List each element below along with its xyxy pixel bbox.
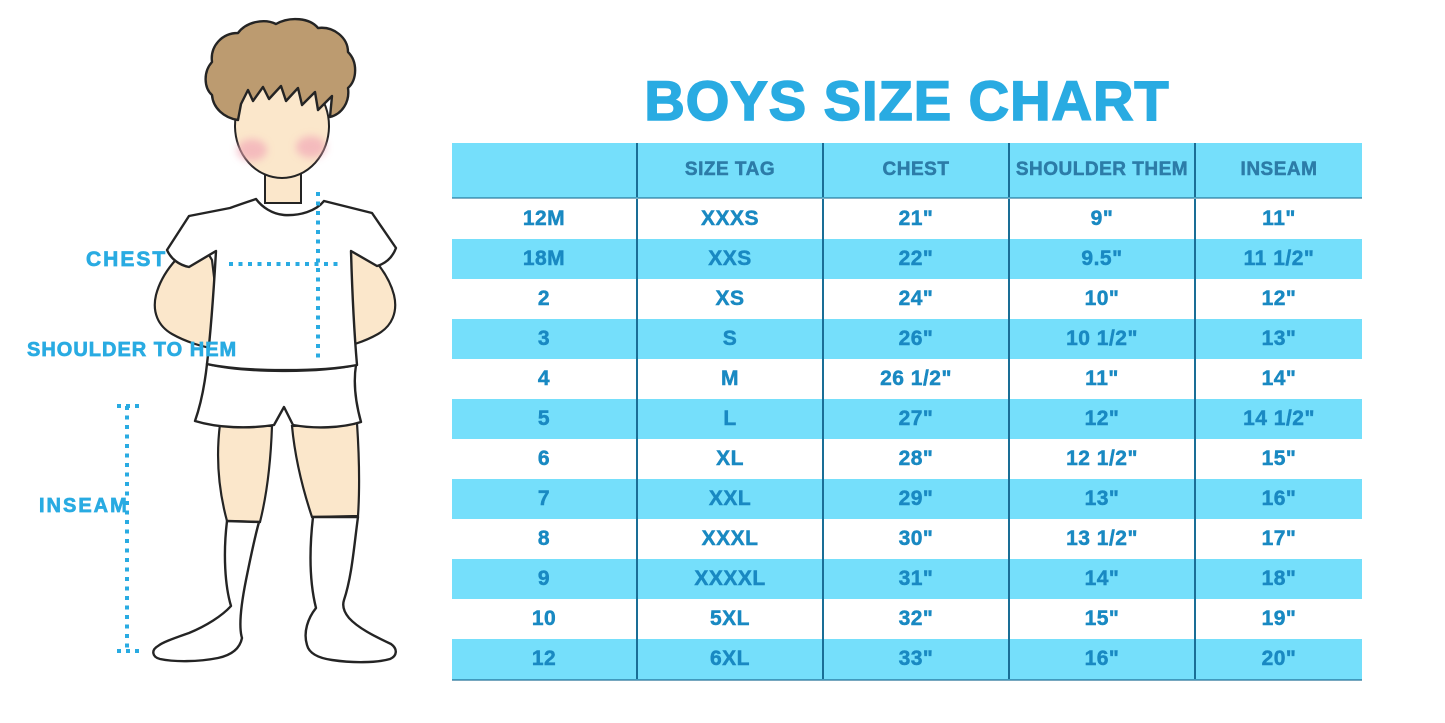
cell-chest: 32" — [822, 599, 1009, 639]
cell-chest: 26 1/2" — [822, 359, 1009, 399]
size-row-18m: 18M XXS 22" 9.5" 11 1/2" — [452, 239, 1362, 279]
header-row: SIZE TAG CHEST SHOULDER THEM INSEAM — [452, 143, 1362, 199]
cell-shoulder-hem: 16" — [1008, 639, 1195, 681]
size-row-6: 6 XL 28" 12 1/2" 15" — [452, 439, 1362, 479]
cell-inseam: 12" — [1194, 279, 1362, 319]
cell-size-tag: L — [636, 399, 823, 439]
cell-size-tag: XXS — [636, 239, 823, 279]
cell-inseam: 11" — [1194, 198, 1362, 239]
cell-chest: 31" — [822, 559, 1009, 599]
size-row-2: 2 XS 24" 10" 12" — [452, 279, 1362, 319]
cell-inseam: 15" — [1194, 439, 1362, 479]
chest-label: CHEST — [86, 248, 168, 272]
size-label: 8 — [452, 519, 637, 559]
cell-inseam: 20" — [1194, 639, 1362, 681]
cell-shoulder-hem: 12" — [1008, 399, 1195, 439]
cell-size-tag: 6XL — [636, 639, 823, 681]
cell-inseam: 13" — [1194, 319, 1362, 359]
cell-chest: 30" — [822, 519, 1009, 559]
right-leg — [290, 421, 361, 519]
column-header-chest: CHEST — [822, 143, 1009, 199]
cell-shoulder-hem: 10" — [1008, 279, 1195, 319]
right-sock — [304, 515, 397, 664]
size-label: 4 — [452, 359, 637, 399]
cell-chest: 24" — [822, 279, 1009, 319]
size-row-10: 10 5XL 32" 15" 19" — [452, 599, 1362, 639]
cell-size-tag: XS — [636, 279, 823, 319]
boy-illustration — [117, 17, 398, 664]
cell-size-tag: M — [636, 359, 823, 399]
column-header-blank — [452, 143, 637, 199]
cell-shoulder-hem: 14" — [1008, 559, 1195, 599]
cell-inseam: 17" — [1194, 519, 1362, 559]
page-title: BOYS SIZE CHART — [644, 68, 1170, 133]
size-row-8: 8 XXXL 30" 13 1/2" 17" — [452, 519, 1362, 559]
cell-shoulder-hem: 9.5" — [1008, 239, 1195, 279]
left-arm — [153, 238, 220, 351]
size-label: 3 — [452, 319, 637, 359]
cell-chest: 22" — [822, 239, 1009, 279]
size-label: 18M — [452, 239, 637, 279]
size-row-3: 3 S 26" 10 1/2" 13" — [452, 319, 1362, 359]
size-rows: 12M XXXS 21" 9" 11" 18M XXS 22" 9.5" 11 1/2" 2 XS 24… — [452, 198, 1362, 681]
size-label: 5 — [452, 399, 637, 439]
cell-size-tag: XXXXL — [636, 559, 823, 599]
column-header-size-tag: SIZE TAG — [636, 143, 823, 199]
cell-inseam: 18" — [1194, 559, 1362, 599]
size-row-12: 12 6XL 33" 16" 20" — [452, 639, 1362, 681]
cell-size-tag: XXL — [636, 479, 823, 519]
size-label: 2 — [452, 279, 637, 319]
cell-size-tag: XL — [636, 439, 823, 479]
cell-shoulder-hem: 13 1/2" — [1008, 519, 1195, 559]
cell-inseam: 11 1/2" — [1194, 239, 1362, 279]
cell-shoulder-hem: 12 1/2" — [1008, 439, 1195, 479]
cell-shoulder-hem: 10 1/2" — [1008, 319, 1195, 359]
left-sock — [152, 519, 261, 663]
size-row-4: 4 M 26 1/2" 11" 14" — [452, 359, 1362, 399]
size-row-7: 7 XXL 29" 13" 16" — [452, 479, 1362, 519]
cell-shoulder-hem: 13" — [1008, 479, 1195, 519]
blush-left — [237, 139, 267, 161]
cell-inseam: 14 1/2" — [1194, 399, 1362, 439]
cell-size-tag: XXXL — [636, 519, 823, 559]
size-label: 12M — [452, 198, 637, 239]
measurement-figure: CHEST SHOULDER TO HEM INSEAM — [0, 0, 450, 723]
column-header-inseam: INSEAM — [1194, 143, 1362, 199]
blush-right — [296, 136, 326, 158]
hair — [204, 17, 357, 122]
cell-inseam: 19" — [1194, 599, 1362, 639]
size-label: 6 — [452, 439, 637, 479]
cell-chest: 26" — [822, 319, 1009, 359]
cell-chest: 29" — [822, 479, 1009, 519]
t-shirt — [165, 197, 398, 372]
cell-inseam: 14" — [1194, 359, 1362, 399]
cell-shoulder-hem: 11" — [1008, 359, 1195, 399]
cell-chest: 27" — [822, 399, 1009, 439]
shorts — [193, 362, 363, 429]
left-leg — [216, 422, 274, 524]
size-label: 10 — [452, 599, 637, 639]
cell-chest: 28" — [822, 439, 1009, 479]
cell-size-tag: XXXS — [636, 198, 823, 239]
size-label: 7 — [452, 479, 637, 519]
cell-chest: 21" — [822, 198, 1009, 239]
cell-shoulder-hem: 15" — [1008, 599, 1195, 639]
cell-chest: 33" — [822, 639, 1009, 681]
cell-size-tag: 5XL — [636, 599, 823, 639]
cell-shoulder-hem: 9" — [1008, 198, 1195, 239]
size-row-9: 9 XXXXL 31" 14" 18" — [452, 559, 1362, 599]
size-row-12m: 12M XXXS 21" 9" 11" — [452, 198, 1362, 239]
size-chart-table: SIZE TAG CHEST SHOULDER THEM INSEAM 12M XXXS… — [452, 143, 1362, 681]
inseam-label: INSEAM — [39, 495, 129, 518]
size-row-5: 5 L 27" 12" 14 1/2" — [452, 399, 1362, 439]
size-label: 9 — [452, 559, 637, 599]
cell-inseam: 16" — [1194, 479, 1362, 519]
size-label: 12 — [452, 639, 637, 681]
cell-size-tag: S — [636, 319, 823, 359]
column-header-shoulder-hem: SHOULDER THEM — [1008, 143, 1195, 199]
shoulder-to-hem-label: SHOULDER TO HEM — [27, 339, 238, 362]
